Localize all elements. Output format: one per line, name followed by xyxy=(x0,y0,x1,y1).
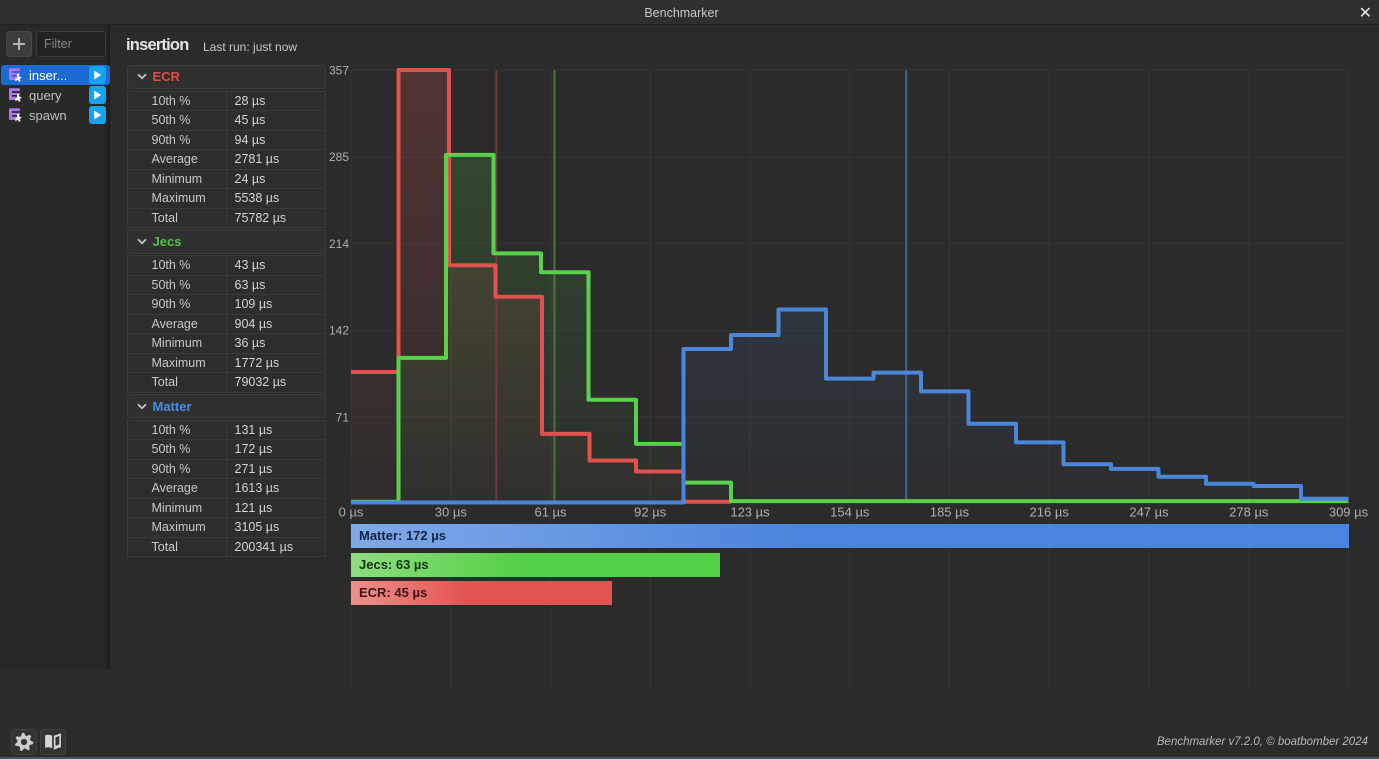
svg-text:216 µs: 216 µs xyxy=(1030,505,1070,520)
svg-text:0 µs: 0 µs xyxy=(339,505,364,520)
svg-text:123 µs: 123 µs xyxy=(730,505,770,520)
svg-text:309 µs: 309 µs xyxy=(1329,505,1369,520)
svg-text:142: 142 xyxy=(329,324,349,338)
svg-text:92 µs: 92 µs xyxy=(634,505,667,520)
svg-text:30 µs: 30 µs xyxy=(435,505,468,520)
svg-text:154 µs: 154 µs xyxy=(830,505,870,520)
svg-text:61 µs: 61 µs xyxy=(534,505,567,520)
svg-text:285: 285 xyxy=(329,150,349,164)
svg-text:214: 214 xyxy=(329,237,349,251)
svg-text:185 µs: 185 µs xyxy=(930,505,970,520)
svg-text:71: 71 xyxy=(336,410,350,424)
svg-text:247 µs: 247 µs xyxy=(1129,505,1169,520)
svg-text:357: 357 xyxy=(329,64,349,78)
svg-text:278 µs: 278 µs xyxy=(1229,505,1269,520)
